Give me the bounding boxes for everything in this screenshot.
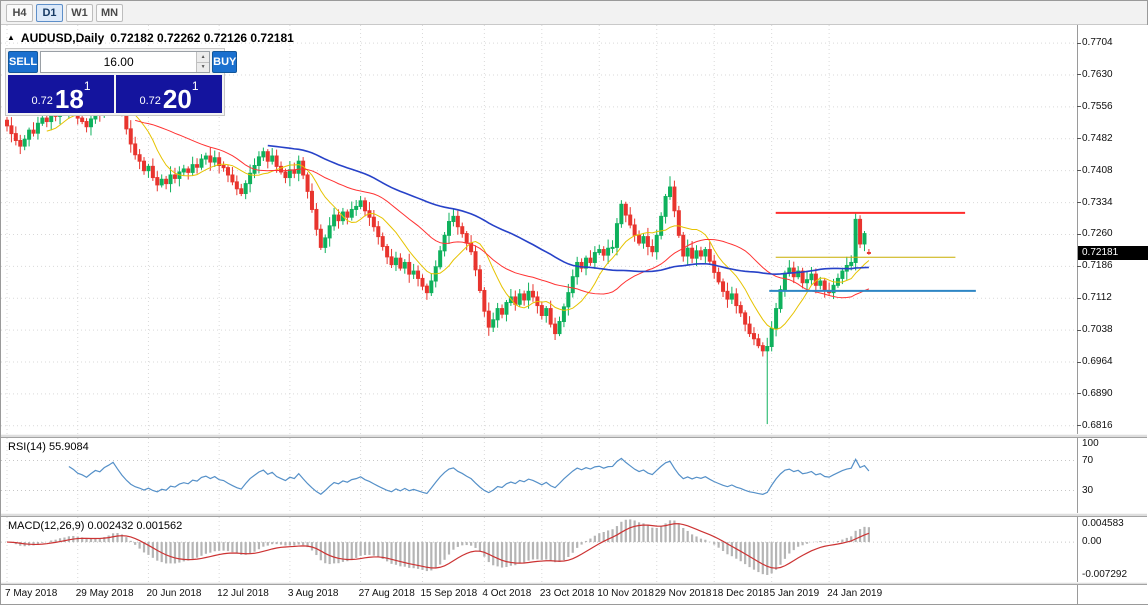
rsi-line xyxy=(68,457,870,495)
price-axis-label: 0.7482 xyxy=(1082,132,1113,144)
macd-axis-label: 0.004583 xyxy=(1082,518,1124,529)
ask-price-box[interactable]: 0.72 20 1 xyxy=(116,75,222,113)
one-click-trading-panel: SELL ▲ ▼ BUY 0.72 18 1 0.72 20 1 xyxy=(5,48,238,116)
moving-average-line xyxy=(46,108,870,331)
buy-button[interactable]: BUY xyxy=(212,51,238,73)
price-axis-label: 0.6816 xyxy=(1082,419,1113,431)
price-axis-tickmark xyxy=(1077,297,1081,299)
time-axis-label: 5 Jan 2019 xyxy=(769,588,820,599)
macd-histogram xyxy=(10,519,871,575)
ohlc-readout: 0.72182 0.72262 0.72126 0.72181 xyxy=(110,31,294,45)
timeframe-button-d1[interactable]: D1 xyxy=(36,3,63,22)
time-axis-label: 3 Aug 2018 xyxy=(287,588,339,599)
price-axis-tickmark xyxy=(1077,361,1081,363)
macd-indicator-label: MACD(12,26,9) 0.002432 0.001562 xyxy=(8,520,183,532)
time-axis-label: 27 Aug 2018 xyxy=(358,588,415,599)
time-axis-label: 4 Oct 2018 xyxy=(482,588,532,599)
bid-price-big: 18 xyxy=(54,83,84,114)
symbol-period-label: AUDUSD,Daily xyxy=(20,31,105,45)
volume-decrease-button[interactable]: ▼ xyxy=(197,62,210,72)
candles-layer xyxy=(5,77,871,425)
price-axis-tickmark xyxy=(1077,74,1081,76)
price-axis-tickmark xyxy=(1077,233,1081,235)
time-axis-label: 10 Nov 2018 xyxy=(597,588,654,599)
price-axis-label: 0.7260 xyxy=(1082,228,1113,240)
bid-price-pipette: 1 xyxy=(83,79,91,93)
price-axis-label: 0.7630 xyxy=(1082,68,1113,80)
time-axis-label: 18 Dec 2018 xyxy=(712,588,769,599)
ask-price-big: 20 xyxy=(162,83,192,114)
price-axis-tickmark xyxy=(1077,393,1081,395)
bid-price-box[interactable]: 0.72 18 1 xyxy=(8,75,114,113)
macd-axis-label: 0.00 xyxy=(1082,536,1102,548)
ask-price-prefix: 0.72 xyxy=(139,95,161,107)
time-axis-label: 23 Oct 2018 xyxy=(539,588,595,599)
macd-panel xyxy=(1,517,1077,582)
price-axis-tickmark xyxy=(1077,425,1081,427)
timeframe-button-h4[interactable]: H4 xyxy=(6,3,33,22)
panel-splitter[interactable] xyxy=(1,582,1147,585)
rsi-indicator-label: RSI(14) 55.9084 xyxy=(8,441,89,453)
rsi-axis-label: 70 xyxy=(1082,454,1094,466)
volume-increase-button[interactable]: ▲ xyxy=(197,52,210,63)
rsi-panel xyxy=(1,438,1077,513)
panel-splitter[interactable] xyxy=(1,434,1147,438)
price-axis-label: 0.7038 xyxy=(1082,324,1113,336)
price-axis-label: 0.6890 xyxy=(1082,387,1113,399)
time-axis-label: 29 May 2018 xyxy=(75,588,134,599)
bid-price-prefix: 0.72 xyxy=(31,95,53,107)
volume-input[interactable] xyxy=(41,52,197,72)
time-axis-label: 29 Nov 2018 xyxy=(654,588,712,599)
time-axis-label: 12 Jul 2018 xyxy=(217,588,269,599)
timeframe-button-w1[interactable]: W1 xyxy=(66,3,93,22)
price-axis-tickmark xyxy=(1077,170,1081,172)
price-axis-label: 0.7334 xyxy=(1082,196,1113,208)
time-axis-label: 24 Jan 2019 xyxy=(827,588,883,599)
current-price-badge: 0.72181 xyxy=(1078,245,1148,260)
price-axis-tickmark xyxy=(1077,329,1081,331)
macd-axis-label: -0.007292 xyxy=(1082,569,1128,580)
main-price-panel xyxy=(1,25,1077,434)
volume-stepper: ▲ ▼ xyxy=(40,51,211,73)
price-axis-tickmark xyxy=(1077,265,1081,267)
time-axis-label: 15 Sep 2018 xyxy=(420,588,478,599)
price-axis-label: 0.7704 xyxy=(1082,37,1113,49)
price-axis-label: 0.7408 xyxy=(1082,164,1113,176)
price-axis[interactable] xyxy=(1077,25,1148,604)
panel-splitter[interactable] xyxy=(1,513,1147,517)
timeframe-button-mn[interactable]: MN xyxy=(96,3,123,22)
symbol-header: ▲ AUDUSD,Daily 0.72182 0.72262 0.72126 0… xyxy=(7,31,294,45)
moving-average-line xyxy=(267,144,869,275)
price-axis-label: 0.7186 xyxy=(1082,260,1113,272)
price-axis-tickmark xyxy=(1077,106,1081,108)
price-axis-label: 0.7556 xyxy=(1082,100,1113,112)
moving-average-line xyxy=(135,119,870,299)
price-axis-label: 0.7112 xyxy=(1082,292,1112,304)
price-axis-tickmark xyxy=(1077,202,1081,204)
one-click-collapse-icon[interactable]: ▲ xyxy=(7,32,15,42)
time-axis-label: 20 Jun 2018 xyxy=(146,588,202,599)
ask-price-pipette: 1 xyxy=(191,79,199,93)
timeframe-toolbar: H4 D1 W1 MN xyxy=(1,1,1147,25)
price-axis-label: 0.6964 xyxy=(1082,356,1113,368)
sell-button[interactable]: SELL xyxy=(8,51,39,73)
price-axis-tickmark xyxy=(1077,42,1081,44)
price-axis-tickmark xyxy=(1077,138,1081,140)
rsi-axis-label: 30 xyxy=(1082,484,1094,496)
macd-signal-line xyxy=(6,523,870,569)
rsi-axis-label: 100 xyxy=(1082,438,1099,449)
time-axis-label: 7 May 2018 xyxy=(5,588,58,599)
